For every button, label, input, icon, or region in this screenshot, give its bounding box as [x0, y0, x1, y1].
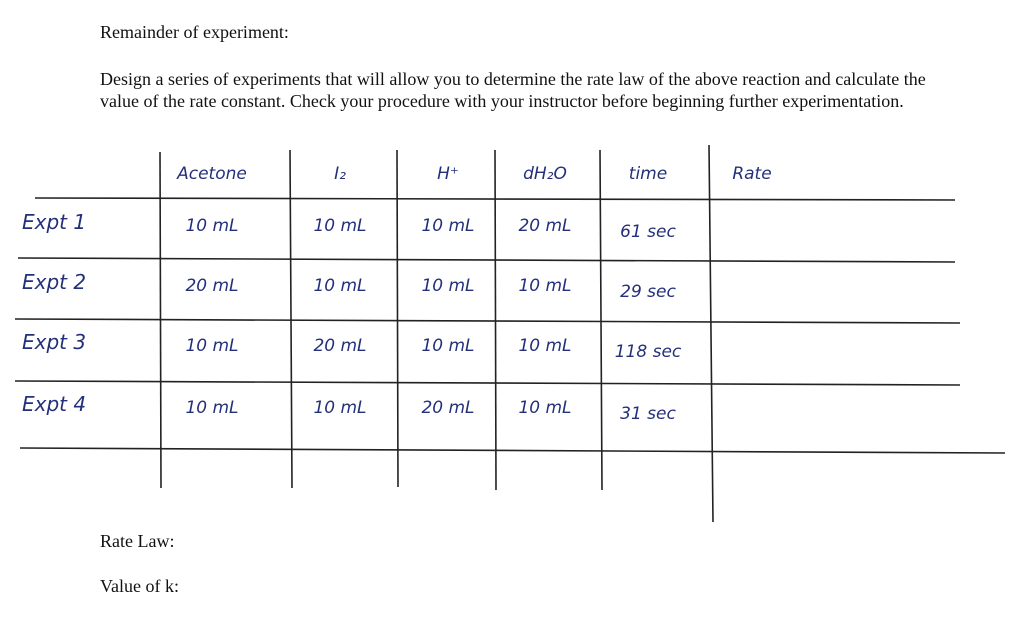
column-header: time: [628, 164, 668, 184]
cell: 10 mL: [518, 336, 572, 356]
row-label: Expt 4: [22, 392, 87, 416]
cell: 10 mL: [421, 216, 475, 236]
column-header: I₂: [334, 164, 346, 184]
cell: 10 mL: [313, 398, 367, 418]
cell: 10 mL: [313, 216, 367, 236]
cell: 20 mL: [518, 216, 572, 236]
column-line: [159, 151, 162, 489]
column-line: [396, 149, 399, 488]
rate-law: Rate Law:: [100, 531, 175, 551]
row-line: [14, 318, 961, 324]
column-line: [599, 149, 603, 491]
column-line: [494, 149, 497, 491]
column-line: [708, 144, 714, 523]
column-line: [289, 149, 293, 489]
row-line: [17, 257, 956, 263]
title: Remainder of experiment:: [100, 22, 289, 42]
column-header: H⁺: [437, 164, 459, 184]
row-line: [14, 380, 961, 386]
row-label: Expt 2: [22, 270, 87, 294]
cell: 10 mL: [518, 276, 572, 296]
cell: 20 mL: [421, 398, 475, 418]
cell: 10 mL: [313, 276, 367, 296]
cell: 29 sec: [620, 282, 676, 302]
cell: 10 mL: [421, 336, 475, 356]
column-header: Rate: [732, 164, 772, 184]
cell: 10 mL: [421, 276, 475, 296]
cell: 10 mL: [518, 398, 572, 418]
cell: 118 sec: [614, 342, 682, 362]
column-header: Acetone: [177, 164, 247, 184]
row-line: [19, 447, 1006, 454]
cell: 61 sec: [620, 222, 676, 242]
cell: 10 mL: [185, 336, 239, 356]
cell: 10 mL: [185, 398, 239, 418]
row-label: Expt 3: [22, 330, 87, 354]
cell: 20 mL: [313, 336, 367, 356]
k-value: Value of k:: [100, 576, 179, 596]
cell: 31 sec: [620, 404, 676, 424]
row-label: Expt 1: [22, 210, 87, 234]
cell: 20 mL: [185, 276, 239, 296]
cell: 10 mL: [185, 216, 239, 236]
column-header: dH₂O: [523, 164, 567, 184]
instructions: Design a series of experiments that will…: [100, 69, 926, 111]
